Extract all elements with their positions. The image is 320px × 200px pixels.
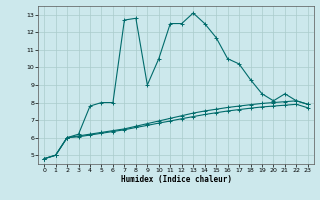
X-axis label: Humidex (Indice chaleur): Humidex (Indice chaleur) [121, 175, 231, 184]
